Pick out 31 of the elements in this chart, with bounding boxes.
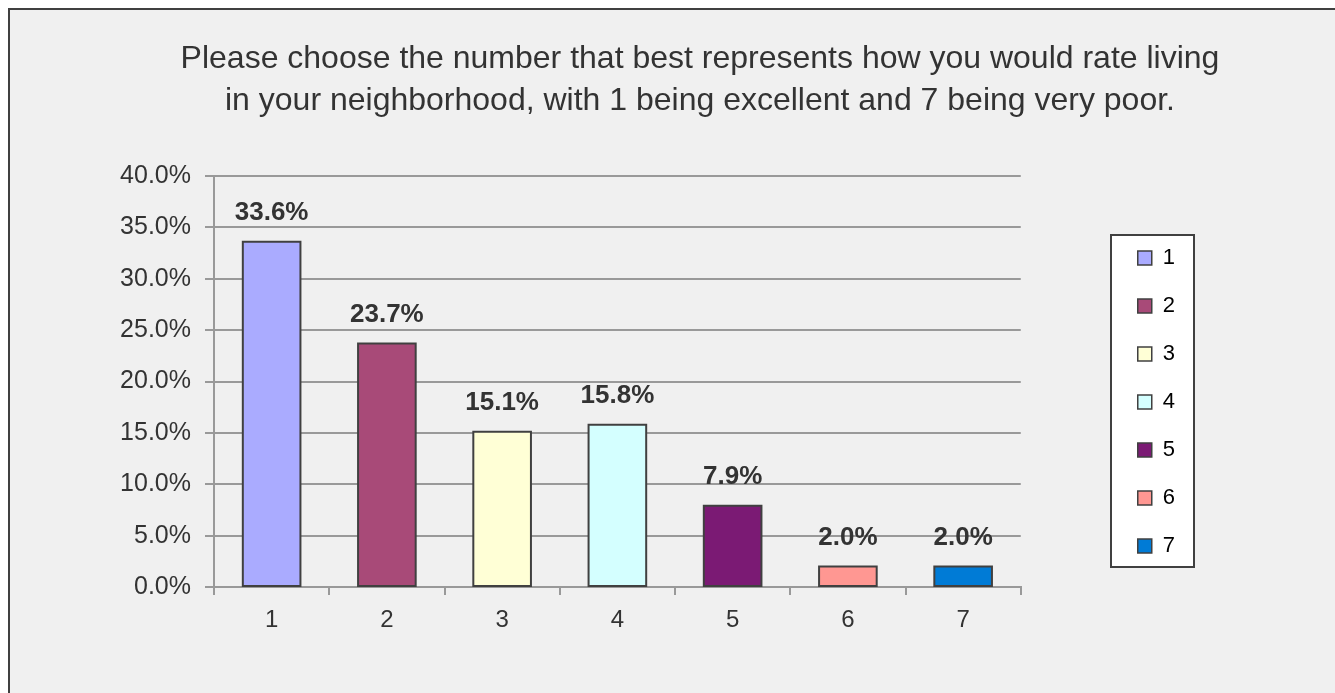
x-tick-label: 2 <box>380 605 394 633</box>
chart-title: Please choose the number that best represents how you would rate living in your neighborhood, with 1 being excellent and 7 being very poor. <box>179 38 1221 119</box>
y-tick-label: 30.0% <box>120 262 191 291</box>
data-label: 33.6% <box>234 195 309 226</box>
data-label: 7.9% <box>703 460 763 490</box>
y-tick-label: 15.0% <box>120 416 191 445</box>
legend-label: 6 <box>1162 484 1176 510</box>
y-tick-label: 0.0% <box>134 570 191 599</box>
y-tick-label: 20.0% <box>120 365 191 394</box>
x-tick-label: 3 <box>495 605 509 633</box>
data-label: 15.1% <box>465 386 539 417</box>
x-tick-label: 5 <box>725 605 740 633</box>
legend-label: 2 <box>1162 292 1176 318</box>
data-label: 2.0% <box>818 520 878 551</box>
data-label: 23.7% <box>350 297 424 328</box>
legend-label: 1 <box>1162 244 1176 270</box>
legend-label: 5 <box>1162 436 1176 462</box>
legend-label: 3 <box>1162 340 1176 366</box>
y-tick-label: 25.0% <box>120 314 191 343</box>
y-tick-label: 40.0% <box>120 159 191 188</box>
y-tick-label: 35.0% <box>120 211 191 240</box>
y-tick-label: 5.0% <box>134 519 191 548</box>
data-label: 2.0% <box>933 520 993 551</box>
legend-label: 4 <box>1162 388 1176 414</box>
x-tick-label: 1 <box>264 605 279 633</box>
legend-label: 7 <box>1162 532 1176 558</box>
data-label: 15.8% <box>580 378 655 409</box>
y-tick-label: 10.0% <box>120 468 191 497</box>
x-tick-label: 4 <box>610 605 625 633</box>
x-tick-label: 7 <box>956 605 970 633</box>
x-tick-label: 6 <box>841 605 855 633</box>
